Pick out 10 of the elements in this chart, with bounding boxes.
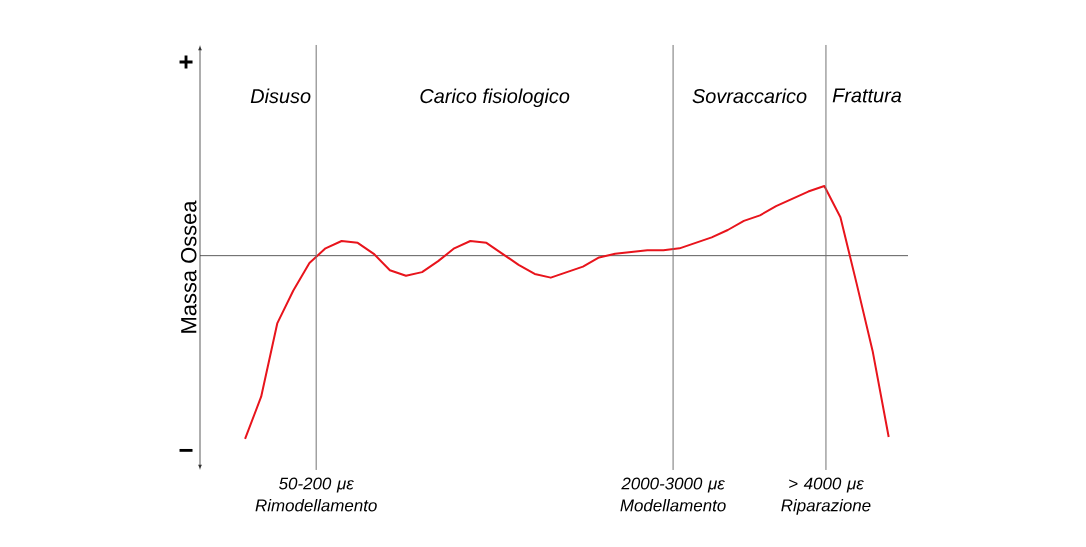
text: Carico fisiologico — [420, 88, 570, 108]
text: > 4000 με Riparazione — [781, 477, 871, 515]
text: Disuso — [250, 88, 311, 104]
text: − — [179, 448, 193, 452]
y-axis-title: Massa Ossea — [180, 200, 197, 333]
text: Sovraccarico — [692, 88, 807, 104]
text: + — [179, 55, 193, 69]
text: 2000-3000 με Modellamento — [620, 477, 726, 512]
text: 50-200 με Rimodellamento — [255, 477, 377, 512]
text: Frattura — [832, 88, 902, 103]
